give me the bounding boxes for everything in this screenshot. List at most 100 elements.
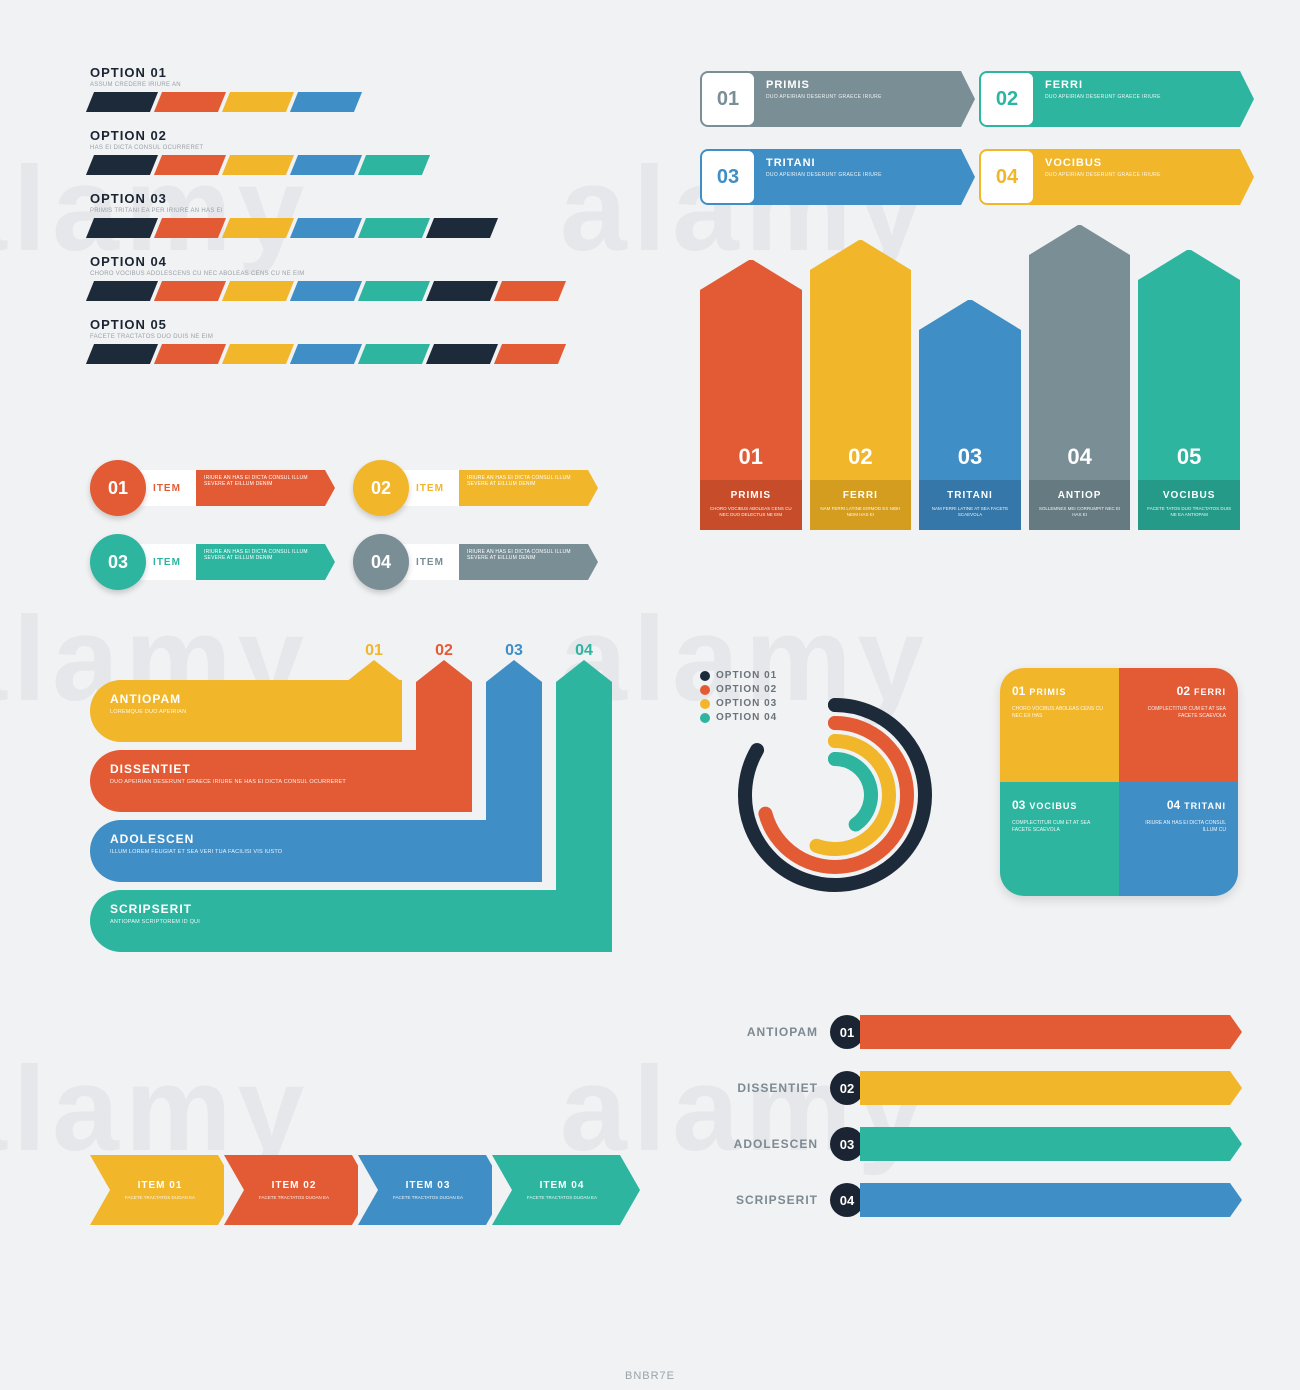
card-number: 03 — [700, 149, 756, 205]
card-title: PRIMIS — [766, 79, 951, 91]
hbar-track — [860, 1127, 1230, 1161]
item-number-disc: 03 — [90, 534, 146, 590]
arrow-shaft: 03 — [919, 330, 1021, 480]
labeled-hbar: SCRIPSERIT 04 — [700, 1183, 1240, 1217]
horizontal-labeled-bars: ANTIOPAM 01 DISSENTIET 02 ADOLESCEN 03 S… — [700, 1015, 1240, 1239]
option-track — [90, 218, 610, 238]
option-bar: OPTION 04 CHORO VOCIBUS ADOLESCENS CU NE… — [90, 254, 610, 301]
legend-dot — [700, 685, 710, 695]
chevron-arrow: ITEM 04 FACETE TRACTATOS DUOAN EA — [492, 1155, 620, 1225]
arrow-title: TRITANI — [925, 490, 1015, 501]
arrow-base: FERRI NAM FERRI LATINE EIRMOD EX NIBH NE… — [810, 480, 912, 530]
card-title: TRITANI — [766, 157, 951, 169]
striped-option-bars: OPTION 01 ASSUM CREDERE IRIURE AN OPTION… — [90, 65, 610, 380]
arrow-title: ANTIOP — [1035, 490, 1125, 501]
ribbon-text: ILLUM LOREM FEUGIAT ET SEA VERI TUA FACI… — [110, 849, 522, 855]
bar-segment — [86, 281, 158, 301]
ribbon: DISSENTIET DUO APEIRIAN DESERUNT GRAECE … — [90, 750, 472, 812]
arrow-shaft: 04 — [1029, 255, 1131, 480]
hbar-track — [860, 1071, 1230, 1105]
item-number-disc: 01 — [90, 460, 146, 516]
quad-text: COMPLECTITUR CUM ET AT SEA FACETE SCAEVO… — [1012, 820, 1107, 833]
option-label: OPTION 03 — [90, 191, 610, 206]
chevron-text: FACETE TRACTATOS DUOAN EA — [259, 1195, 329, 1200]
card-number: 01 — [700, 71, 756, 127]
bar-segment — [358, 218, 430, 238]
item-label: ITEM — [401, 544, 459, 580]
card-number: 02 — [979, 71, 1035, 127]
ribbon-title: SCRIPSERIT — [110, 902, 592, 916]
item-label: ITEM — [138, 544, 196, 580]
arrow-tip — [700, 260, 802, 290]
option-label: OPTION 04 — [90, 254, 610, 269]
card-body: PRIMIS DUO APEIRIAN DESERUNT GRAECE IRIU… — [750, 71, 961, 127]
card-body: TRITANI DUO APEIRIAN DESERUNT GRAECE IRI… — [750, 149, 961, 205]
option-subtext: PRIMIS TRITANI EA PER IRIURE AN HAS EI — [90, 208, 610, 214]
bar-segment — [426, 218, 498, 238]
chevron-arrow: ITEM 03 FACETE TRACTATOS DUOAN EA — [358, 1155, 486, 1225]
item-body: IRIURE AN HAS EI DICTA CONSUL ILLUM SEVE… — [196, 470, 325, 506]
option-bar: OPTION 01 ASSUM CREDERE IRIURE AN — [90, 65, 610, 112]
quad-header: 04TRITANI — [1131, 796, 1226, 814]
option-bar: OPTION 05 FACETE TRACTATOS DUO DUIS NE E… — [90, 317, 610, 364]
radial-arc — [745, 705, 925, 885]
legend-dot — [700, 671, 710, 681]
option-track — [90, 92, 610, 112]
quad-header: 01PRIMIS — [1012, 682, 1107, 700]
card-body: VOCIBUS DUO APEIRIAN DESERUNT GRAECE IRI… — [1029, 149, 1240, 205]
circle-item: 04 ITEM IRIURE AN HAS EI DICTA CONSUL IL… — [353, 534, 588, 590]
arrow-number: 05 — [1138, 444, 1240, 470]
bar-segment — [86, 344, 158, 364]
vertical-arrow-columns: 01 PRIMIS CHORO VOCIBUS ABOLEAS CENS CU … — [700, 255, 1240, 530]
image-id: BNBR7E — [625, 1370, 675, 1382]
arrow-number: 01 — [700, 444, 802, 470]
item-label: ITEM — [401, 470, 459, 506]
card-title: FERRI — [1045, 79, 1230, 91]
ribbon-text: LOREMQUE DUO APEIRIAN — [110, 709, 382, 715]
vertical-arrow: 02 FERRI NAM FERRI LATINE EIRMOD EX NIBH… — [810, 270, 912, 530]
arrow-card: 04 VOCIBUS DUO APEIRIAN DESERUNT GRAECE … — [979, 146, 1240, 208]
chevron-text: FACETE TRACTATOS DUOAN EA — [393, 1195, 463, 1200]
arrow-tip — [810, 240, 912, 270]
item-number-disc: 02 — [353, 460, 409, 516]
card-text: DUO APEIRIAN DESERUNT GRAECE IRIURE — [766, 172, 951, 178]
card-text: DUO APEIRIAN DESERUNT GRAECE IRIURE — [1045, 94, 1230, 100]
hbar-track — [860, 1183, 1230, 1217]
item-body: IRIURE AN HAS EI DICTA CONSUL ILLUM SEVE… — [196, 544, 325, 580]
arrow-shaft: 05 — [1138, 280, 1240, 480]
arrow-card: 03 TRITANI DUO APEIRIAN DESERUNT GRAECE … — [700, 146, 961, 208]
radial-arcs — [730, 690, 940, 900]
item-number-disc: 04 — [353, 534, 409, 590]
arrow-number: 04 — [1029, 444, 1131, 470]
chevron-arrow-row: ITEM 01 FACETE TRACTATOS DUOAN EAITEM 02… — [90, 1155, 620, 1225]
card-text: DUO APEIRIAN DESERUNT GRAECE IRIURE — [1045, 172, 1230, 178]
legend-dot — [700, 713, 710, 723]
ribbon-head-number: 02 — [416, 642, 472, 660]
vertical-arrow: 03 TRITANI NAM FERRI LATINE AT SEA FACET… — [919, 330, 1021, 530]
hbar-label: SCRIPSERIT — [700, 1193, 830, 1207]
arrow-title: PRIMIS — [706, 490, 796, 501]
vertical-arrow: 01 PRIMIS CHORO VOCIBUS ABOLEAS CENS CU … — [700, 290, 802, 530]
bar-segment — [494, 281, 566, 301]
bar-segment — [86, 92, 158, 112]
bar-segment — [222, 344, 294, 364]
arrow-tip — [919, 300, 1021, 330]
card-text: DUO APEIRIAN DESERUNT GRAECE IRIURE — [766, 94, 951, 100]
arrow-text: FACETE TATOS DUO TRACTATOS DUIS NE EA AN… — [1144, 506, 1234, 518]
circle-item: 03 ITEM IRIURE AN HAS EI DICTA CONSUL IL… — [90, 534, 325, 590]
circle-item: 01 ITEM IRIURE AN HAS EI DICTA CONSUL IL… — [90, 460, 325, 516]
ribbon-text: DUO APEIRIAN DESERUNT GRAECE IRIURE NE H… — [110, 779, 452, 785]
vertical-arrow: 04 ANTIOP SOLLEMNES MEI CORRUMPIT NEC EI… — [1029, 255, 1131, 530]
option-bar: OPTION 02 HAS EI DICTA CONSUL OCURRERET — [90, 128, 610, 175]
arrow-title: FERRI — [816, 490, 906, 501]
bar-segment — [222, 92, 294, 112]
ribbon-head-number: 04 — [556, 642, 612, 660]
quad-cell: 03VOCIBUS COMPLECTITUR CUM ET AT SEA FAC… — [1000, 782, 1119, 896]
chevron-title: ITEM 03 — [406, 1180, 451, 1191]
arrow-title: VOCIBUS — [1144, 490, 1234, 501]
chevron-arrow: ITEM 01 FACETE TRACTATOS DUOAN EA — [90, 1155, 218, 1225]
item-body: IRIURE AN HAS EI DICTA CONSUL ILLUM SEVE… — [459, 470, 588, 506]
hbar-number: 01 — [830, 1015, 864, 1049]
quad-text: COMPLECTITUR CUM ET AT SEA FACETE SCAEVO… — [1131, 706, 1226, 719]
option-label: OPTION 02 — [90, 128, 610, 143]
